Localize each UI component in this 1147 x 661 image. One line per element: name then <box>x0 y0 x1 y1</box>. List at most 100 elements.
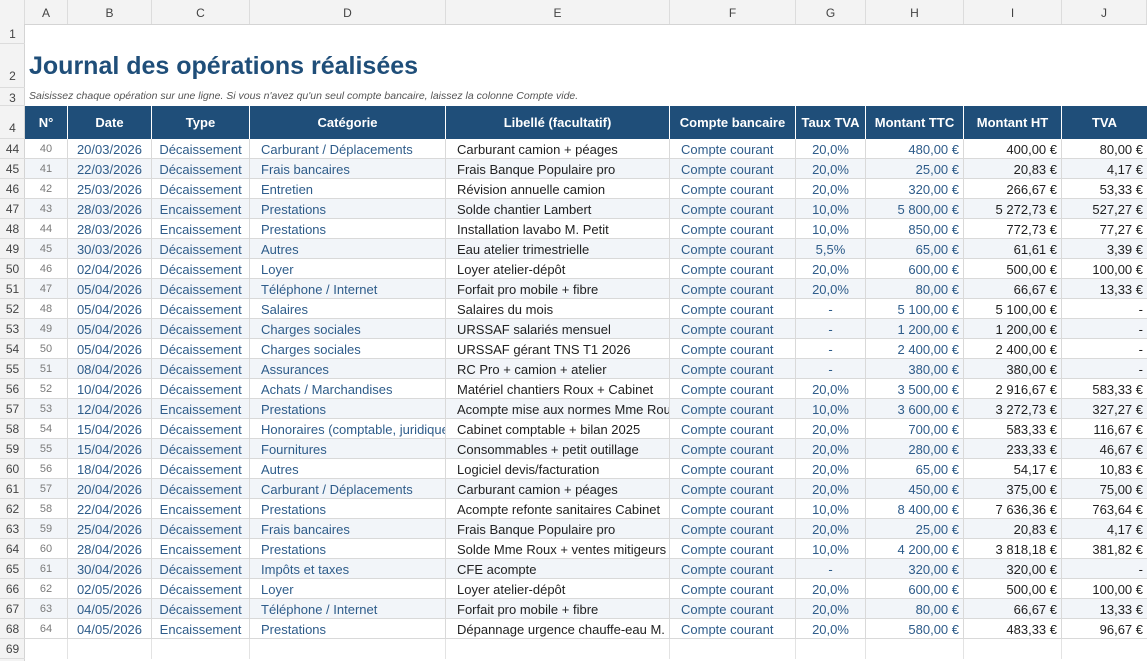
cell-amount-ht[interactable]: 483,33 € <box>964 619 1062 638</box>
cell-bank-account[interactable]: Compte courant <box>670 219 796 238</box>
cell-category[interactable]: Carburant / Déplacements <box>250 479 446 498</box>
cell-label[interactable]: CFE acompte <box>446 559 670 578</box>
cell-number[interactable]: 46 <box>25 259 68 278</box>
cell-number[interactable]: 56 <box>25 459 68 478</box>
cell-date[interactable]: 08/04/2026 <box>68 359 152 378</box>
cell-category[interactable]: Charges sociales <box>250 319 446 338</box>
header-date[interactable]: Date <box>68 106 152 139</box>
empty-row[interactable] <box>25 639 1147 659</box>
cell-number[interactable]: 62 <box>25 579 68 598</box>
cell-date[interactable]: 02/05/2026 <box>68 579 152 598</box>
cell-date[interactable]: 25/04/2026 <box>68 519 152 538</box>
cell-vat[interactable]: 763,64 € <box>1092 502 1143 517</box>
cell-vat[interactable]: - <box>1138 342 1143 357</box>
cell-vat-rate[interactable]: 20,0% <box>796 139 866 158</box>
cell-type[interactable]: Décaissement <box>152 459 250 478</box>
cell-number[interactable]: 48 <box>25 299 68 318</box>
cell-date[interactable]: 30/04/2026 <box>68 559 152 578</box>
table-row[interactable]: 58 22/04/2026 Encaissement Prestations Acomp… <box>25 499 1147 519</box>
cell-vat-rate[interactable]: - <box>796 359 866 378</box>
row-header[interactable]: 45 <box>0 159 25 179</box>
table-row[interactable]: 61 30/04/2026 Décaissement Impôts et taxes C… <box>25 559 1147 579</box>
cell-amount-ttc[interactable]: 600,00 € <box>866 579 964 598</box>
cell-amount-ht[interactable]: 583,33 € <box>964 419 1062 438</box>
table-row[interactable]: 44 28/03/2026 Encaissement Prestations Insta… <box>25 219 1147 239</box>
table-row[interactable]: 43 28/03/2026 Encaissement Prestations Solde… <box>25 199 1147 219</box>
cell-amount-ttc[interactable]: 700,00 € <box>866 419 964 438</box>
row-header[interactable]: 52 <box>0 299 25 319</box>
table-row[interactable]: 42 25/03/2026 Décaissement Entretien Révisio… <box>25 179 1147 199</box>
cell-bank-account[interactable]: Compte courant <box>670 379 796 398</box>
cell-amount-ht[interactable]: 375,00 € <box>964 479 1062 498</box>
header-type[interactable]: Type <box>152 106 250 139</box>
table-row[interactable]: 48 05/04/2026 Décaissement Salaires Salaires… <box>25 299 1147 319</box>
cell-vat[interactable]: 4,17 € <box>1106 522 1143 537</box>
cell-number[interactable]: 54 <box>25 419 68 438</box>
table-row[interactable]: 55 15/04/2026 Décaissement Fournitures Conso… <box>25 439 1147 459</box>
cell-type[interactable]: Encaissement <box>152 619 250 638</box>
cell-date[interactable]: 04/05/2026 <box>68 619 152 638</box>
cell-bank-account[interactable]: Compte courant <box>670 139 796 158</box>
cell-amount-ttc[interactable]: 850,00 € <box>866 219 964 238</box>
cell-label[interactable]: Loyer atelier-dépôt <box>446 259 670 278</box>
cell-amount-ttc[interactable]: 5 100,00 € <box>866 299 964 318</box>
cell-type[interactable]: Encaissement <box>152 539 250 558</box>
cell-number[interactable]: 41 <box>25 159 68 178</box>
cell-vat[interactable]: 77,27 € <box>1099 222 1143 237</box>
cell-amount-ttc[interactable]: 80,00 € <box>866 599 964 618</box>
table-row[interactable]: 46 02/04/2026 Décaissement Loyer Loyer ateli… <box>25 259 1147 279</box>
cell-number[interactable]: 52 <box>25 379 68 398</box>
header-category[interactable]: Catégorie <box>250 106 446 139</box>
row-header[interactable]: 56 <box>0 379 25 399</box>
cell-bank-account[interactable]: Compte courant <box>670 299 796 318</box>
cell-bank-account[interactable]: Compte courant <box>670 319 796 338</box>
row-header[interactable]: 4 <box>0 106 25 139</box>
column-header-g[interactable]: G <box>796 0 866 24</box>
cell-date[interactable]: 20/03/2026 <box>68 139 152 158</box>
cell-category[interactable]: Assurances <box>250 359 446 378</box>
cell-date[interactable]: 02/04/2026 <box>68 259 152 278</box>
cell-category[interactable]: Prestations <box>250 619 446 638</box>
cell-amount-ht[interactable]: 3 818,18 € <box>964 539 1062 558</box>
cell-date[interactable]: 20/04/2026 <box>68 479 152 498</box>
cell-bank-account[interactable]: Compte courant <box>670 239 796 258</box>
cell-amount-ttc[interactable]: 25,00 € <box>866 519 964 538</box>
cell-type[interactable]: Décaissement <box>152 299 250 318</box>
header-bank-account[interactable]: Compte bancaire <box>670 106 796 139</box>
cell-amount-ht[interactable]: 5 272,73 € <box>964 199 1062 218</box>
cell-date[interactable]: 10/04/2026 <box>68 379 152 398</box>
cell-bank-account[interactable]: Compte courant <box>670 439 796 458</box>
cell-vat-rate[interactable]: 20,0% <box>796 579 866 598</box>
cell-amount-ht[interactable]: 400,00 € <box>964 139 1062 158</box>
cell-amount-ht[interactable]: 380,00 € <box>964 359 1062 378</box>
cell-number[interactable]: 63 <box>25 599 68 618</box>
cell-amount-ht[interactable]: 3 272,73 € <box>964 399 1062 418</box>
cell-bank-account[interactable]: Compte courant <box>670 619 796 638</box>
cell-amount-ht[interactable]: 54,17 € <box>964 459 1062 478</box>
cell-date[interactable]: 15/04/2026 <box>68 439 152 458</box>
row-header[interactable]: 67 <box>0 599 25 619</box>
cell-bank-account[interactable]: Compte courant <box>670 539 796 558</box>
cell-label[interactable]: URSSAF gérant TNS T1 2026 <box>446 339 670 358</box>
cell-vat-rate[interactable]: 20,0% <box>796 479 866 498</box>
cell-number[interactable]: 47 <box>25 279 68 298</box>
cell-type[interactable]: Décaissement <box>152 139 250 158</box>
cell-label[interactable]: RC Pro + camion + atelier <box>446 359 670 378</box>
cell-label[interactable]: Consommables + petit outillage <box>446 439 670 458</box>
cell-vat-rate[interactable]: 10,0% <box>796 219 866 238</box>
cell-amount-ht[interactable]: 20,83 € <box>964 159 1062 178</box>
cell-vat[interactable]: 3,39 € <box>1106 242 1143 257</box>
table-row[interactable]: 62 02/05/2026 Décaissement Loyer Loyer ateli… <box>25 579 1147 599</box>
cell-type[interactable]: Encaissement <box>152 199 250 218</box>
row-header[interactable]: 64 <box>0 539 25 559</box>
cell-label[interactable]: Eau atelier trimestrielle <box>446 239 670 258</box>
cell-amount-ttc[interactable]: 65,00 € <box>866 239 964 258</box>
cell-amount-ht[interactable]: 66,67 € <box>964 599 1062 618</box>
cell-date[interactable]: 04/05/2026 <box>68 599 152 618</box>
cell-type[interactable]: Décaissement <box>152 259 250 278</box>
row-header[interactable]: 47 <box>0 199 25 219</box>
cell-category[interactable]: Loyer <box>250 259 446 278</box>
cell-category[interactable]: Prestations <box>250 199 446 218</box>
cell-amount-ttc[interactable]: 2 400,00 € <box>866 339 964 358</box>
cell-date[interactable]: 28/03/2026 <box>68 219 152 238</box>
